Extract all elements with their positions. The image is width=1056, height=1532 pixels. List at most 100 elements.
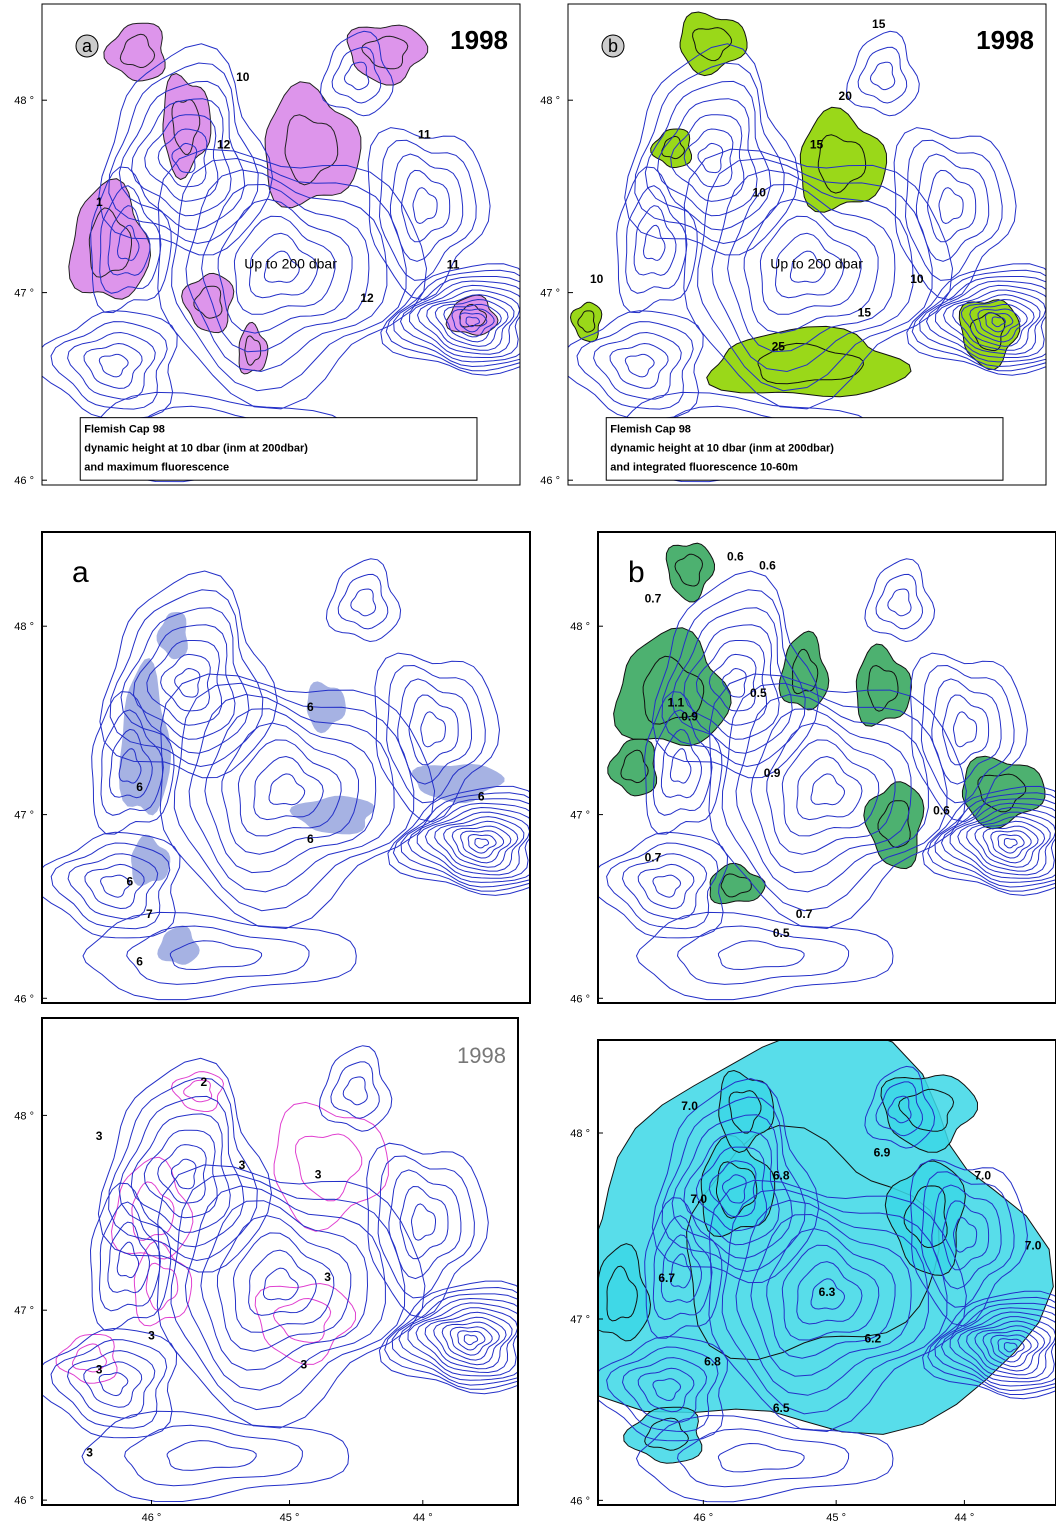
dynamic-height-contour bbox=[991, 831, 1031, 858]
contour-label: 3 bbox=[315, 1168, 322, 1182]
contour-label: 0.5 bbox=[750, 686, 767, 700]
dynamic-height-contour bbox=[594, 333, 682, 400]
dynamic-height-contour bbox=[998, 835, 1024, 854]
y-tick-label: 46 ° bbox=[540, 475, 560, 487]
dynamic-height-contour bbox=[264, 1268, 299, 1300]
fluorescence-patch bbox=[134, 1241, 191, 1326]
dynamic-height-contour bbox=[888, 589, 911, 616]
y-tick-label: 48 ° bbox=[14, 621, 34, 633]
contour-label: 0.7 bbox=[796, 907, 813, 921]
fluorescence-contour bbox=[273, 1299, 330, 1343]
dynamic-height-contour bbox=[678, 1429, 849, 1487]
y-tick-label: 48 ° bbox=[570, 1128, 590, 1140]
contour-label: 3 bbox=[300, 1358, 307, 1372]
x-tick-label: 45 ° bbox=[280, 1512, 300, 1524]
contour-label: 6.2 bbox=[864, 1331, 881, 1345]
contour-label: 11 bbox=[447, 258, 460, 272]
dynamic-height-contour bbox=[870, 62, 894, 89]
dynamic-height-contour bbox=[847, 31, 920, 116]
dynamic-height-contour bbox=[108, 1222, 150, 1293]
dynamic-height-contour bbox=[269, 774, 305, 805]
map-frame bbox=[568, 4, 1046, 485]
dynamic-height-contour bbox=[413, 188, 437, 224]
y-tick-label: 47 ° bbox=[14, 810, 34, 822]
dynamic-height-contour bbox=[644, 225, 666, 260]
dynamic-height-contour bbox=[858, 47, 907, 103]
panel-label: b bbox=[628, 556, 645, 589]
y-tick-label: 47 ° bbox=[570, 1314, 590, 1326]
dynamic-height-contour bbox=[623, 854, 707, 919]
dynamic-height-contour bbox=[610, 344, 668, 389]
dynamic-height-contour bbox=[461, 831, 504, 858]
contour-label: 0.6 bbox=[933, 804, 950, 818]
dynamic-height-contour bbox=[450, 1327, 492, 1355]
fluorescence-patch bbox=[564, 1027, 1053, 1435]
contour-label: 6 bbox=[307, 832, 314, 846]
dynamic-height-contour bbox=[175, 669, 200, 698]
contour-label: 3 bbox=[96, 1129, 103, 1143]
contour-label: 10 bbox=[236, 70, 250, 84]
dynamic-height-contour bbox=[939, 188, 963, 224]
contour-label: 7 bbox=[146, 907, 153, 921]
contour-label: 1.1 bbox=[668, 695, 685, 709]
y-tick-label: 47 ° bbox=[570, 810, 590, 822]
dynamic-height-contour bbox=[201, 1201, 368, 1370]
fluorescence-patch bbox=[239, 322, 268, 374]
dynamic-height-contour bbox=[617, 167, 698, 313]
dynamic-height-contour bbox=[84, 1362, 142, 1408]
dynamic-height-contour bbox=[811, 774, 844, 805]
y-tick-label: 46 ° bbox=[570, 1495, 590, 1507]
fluorescence-patch bbox=[571, 302, 602, 342]
depth-note: Up to 200 dbar bbox=[770, 256, 863, 272]
dynamic-height-contour bbox=[338, 574, 388, 629]
fluorescence-contour bbox=[296, 1134, 362, 1201]
dynamic-height-contour bbox=[409, 695, 458, 765]
contour-label: 15 bbox=[858, 306, 872, 320]
map-area bbox=[35, 1046, 554, 1502]
dynamic-height-contour bbox=[928, 170, 976, 241]
legend-text: and maximum fluorescence bbox=[84, 462, 229, 474]
dynamic-height-contour bbox=[127, 926, 309, 984]
contour-label: 6 bbox=[136, 780, 143, 794]
dynamic-height-contour bbox=[205, 709, 376, 873]
contour-label: 6.7 bbox=[658, 1271, 675, 1285]
contour-label: 6.5 bbox=[773, 1401, 790, 1415]
dynamic-height-contour bbox=[249, 1250, 317, 1315]
contour-label: 0.6 bbox=[727, 549, 744, 563]
dynamic-height-contour bbox=[678, 926, 849, 984]
contour-label: 0.9 bbox=[681, 709, 698, 723]
year: 1998 bbox=[976, 25, 1034, 55]
contour-label: 6 bbox=[136, 954, 143, 968]
dynamic-height-contour bbox=[68, 1351, 155, 1418]
fluorescence-patch bbox=[347, 25, 428, 85]
dynamic-height-contour bbox=[634, 206, 676, 276]
contour-label: 3 bbox=[148, 1328, 155, 1342]
contour-label: 12 bbox=[217, 137, 231, 151]
fluorescence-patch bbox=[265, 82, 361, 208]
contour-label: 2 bbox=[200, 1075, 207, 1089]
contour-label: 10 bbox=[753, 185, 767, 199]
dynamic-height-contour bbox=[402, 170, 450, 241]
dynamic-height-contour bbox=[157, 1165, 425, 1428]
contour-label: 3 bbox=[324, 1270, 331, 1284]
fluorescence-patch bbox=[104, 23, 165, 81]
fluorescence-patch bbox=[608, 739, 657, 796]
dynamic-height-contour bbox=[174, 683, 413, 910]
x-tick-label: 46 ° bbox=[693, 1512, 713, 1524]
y-tick-label: 46 ° bbox=[14, 475, 34, 487]
contour-label: 6.9 bbox=[874, 1145, 891, 1159]
dynamic-height-contour bbox=[653, 875, 681, 897]
map-panel: 48 °47 °46 °0.70.60.61.10.90.90.50.70.50… bbox=[570, 532, 1056, 1005]
dynamic-height-contour bbox=[468, 835, 496, 854]
dynamic-height-contour bbox=[670, 749, 691, 783]
contour-label: 0.7 bbox=[645, 851, 662, 865]
dynamic-height-contour bbox=[35, 1329, 177, 1438]
legend-text: dynamic height at 10 dbar (inm at 200dba… bbox=[84, 443, 308, 455]
y-tick-label: 47 ° bbox=[14, 1305, 34, 1317]
panel-label: b bbox=[608, 36, 618, 56]
map-area bbox=[561, 12, 1056, 482]
contour-label: 6.8 bbox=[773, 1169, 790, 1183]
y-tick-label: 47 ° bbox=[540, 288, 560, 300]
panel-label: a bbox=[72, 556, 89, 589]
